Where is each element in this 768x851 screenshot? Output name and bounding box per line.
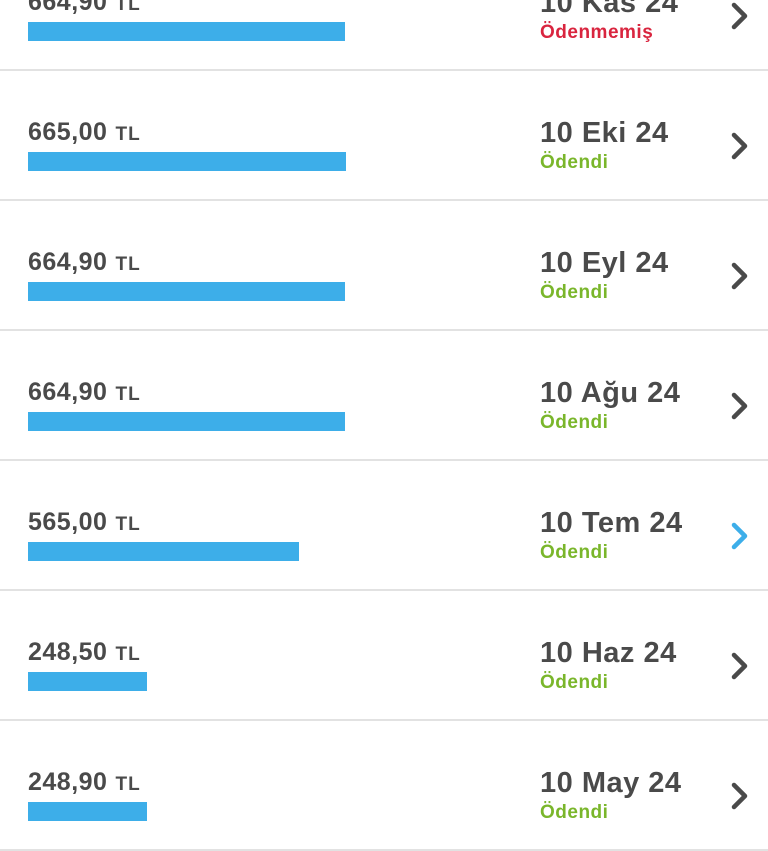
bill-amount-bar — [28, 152, 346, 171]
bill-amount-value: 248,90 — [28, 768, 108, 796]
bill-row[interactable]: 664,90 TL 10 Eyl 24 Ödendi — [0, 201, 768, 331]
bill-due-date: 10 Tem 24 — [540, 507, 683, 539]
bill-due-date: 10 May 24 — [540, 767, 682, 799]
bill-amount-value: 664,90 — [28, 248, 108, 276]
bill-amount-value: 248,50 — [28, 638, 108, 666]
bill-payment-status: Ödendi — [540, 802, 609, 823]
bill-currency: TL — [115, 774, 141, 795]
bill-row[interactable]: 248,90 TL 10 May 24 Ödendi — [0, 721, 768, 851]
bill-payment-status: Ödendi — [540, 542, 609, 563]
bill-due-date: 10 Eyl 24 — [540, 247, 669, 279]
bill-amount: 664,90 TL — [28, 378, 141, 407]
bill-currency: TL — [115, 644, 141, 665]
bill-amount: 664,90 TL — [28, 0, 141, 17]
bill-amount-value: 664,90 — [28, 0, 108, 16]
bill-amount-value: 664,90 — [28, 378, 108, 406]
bill-amount: 665,00 TL — [28, 118, 141, 147]
bill-currency: TL — [115, 124, 141, 145]
bill-row[interactable]: 665,00 TL 10 Eki 24 Ödendi — [0, 71, 768, 201]
bill-currency: TL — [115, 514, 141, 535]
chevron-right-icon[interactable] — [726, 1, 754, 31]
bill-amount: 248,50 TL — [28, 638, 141, 667]
bill-currency: TL — [115, 0, 141, 15]
bill-currency: TL — [115, 384, 141, 405]
bill-amount: 248,90 TL — [28, 768, 141, 797]
bill-amount-bar — [28, 22, 345, 41]
bill-amount-bar — [28, 542, 299, 561]
bill-payment-status: Ödenmemiş — [540, 22, 654, 43]
bill-due-date: 10 Kas 24 — [540, 0, 679, 19]
bill-amount-bar — [28, 672, 147, 691]
bill-row[interactable]: 664,90 TL 10 Kas 24 Ödenmemiş — [0, 0, 768, 71]
bill-row[interactable]: 248,50 TL 10 Haz 24 Ödendi — [0, 591, 768, 721]
bill-payment-status: Ödendi — [540, 672, 609, 693]
bill-due-date: 10 Haz 24 — [540, 637, 677, 669]
bill-payment-status: Ödendi — [540, 282, 609, 303]
bill-amount-bar — [28, 802, 147, 821]
bill-amount-bar — [28, 282, 345, 301]
chevron-right-icon[interactable] — [726, 521, 754, 551]
bill-payment-status: Ödendi — [540, 412, 609, 433]
bill-due-date: 10 Ağu 24 — [540, 377, 681, 409]
chevron-right-icon[interactable] — [726, 651, 754, 681]
chevron-right-icon[interactable] — [726, 391, 754, 421]
chevron-right-icon[interactable] — [726, 131, 754, 161]
bill-amount-bar — [28, 412, 345, 431]
bill-amount: 664,90 TL — [28, 248, 141, 277]
chevron-right-icon[interactable] — [726, 261, 754, 291]
bill-due-date: 10 Eki 24 — [540, 117, 669, 149]
bill-amount: 565,00 TL — [28, 508, 141, 537]
bill-row[interactable]: 664,90 TL 10 Ağu 24 Ödendi — [0, 331, 768, 461]
chevron-right-icon[interactable] — [726, 781, 754, 811]
bill-payment-status: Ödendi — [540, 152, 609, 173]
bill-currency: TL — [115, 254, 141, 275]
bill-amount-value: 665,00 — [28, 118, 108, 146]
bill-amount-value: 565,00 — [28, 508, 108, 536]
bill-row[interactable]: 565,00 TL 10 Tem 24 Ödendi — [0, 461, 768, 591]
